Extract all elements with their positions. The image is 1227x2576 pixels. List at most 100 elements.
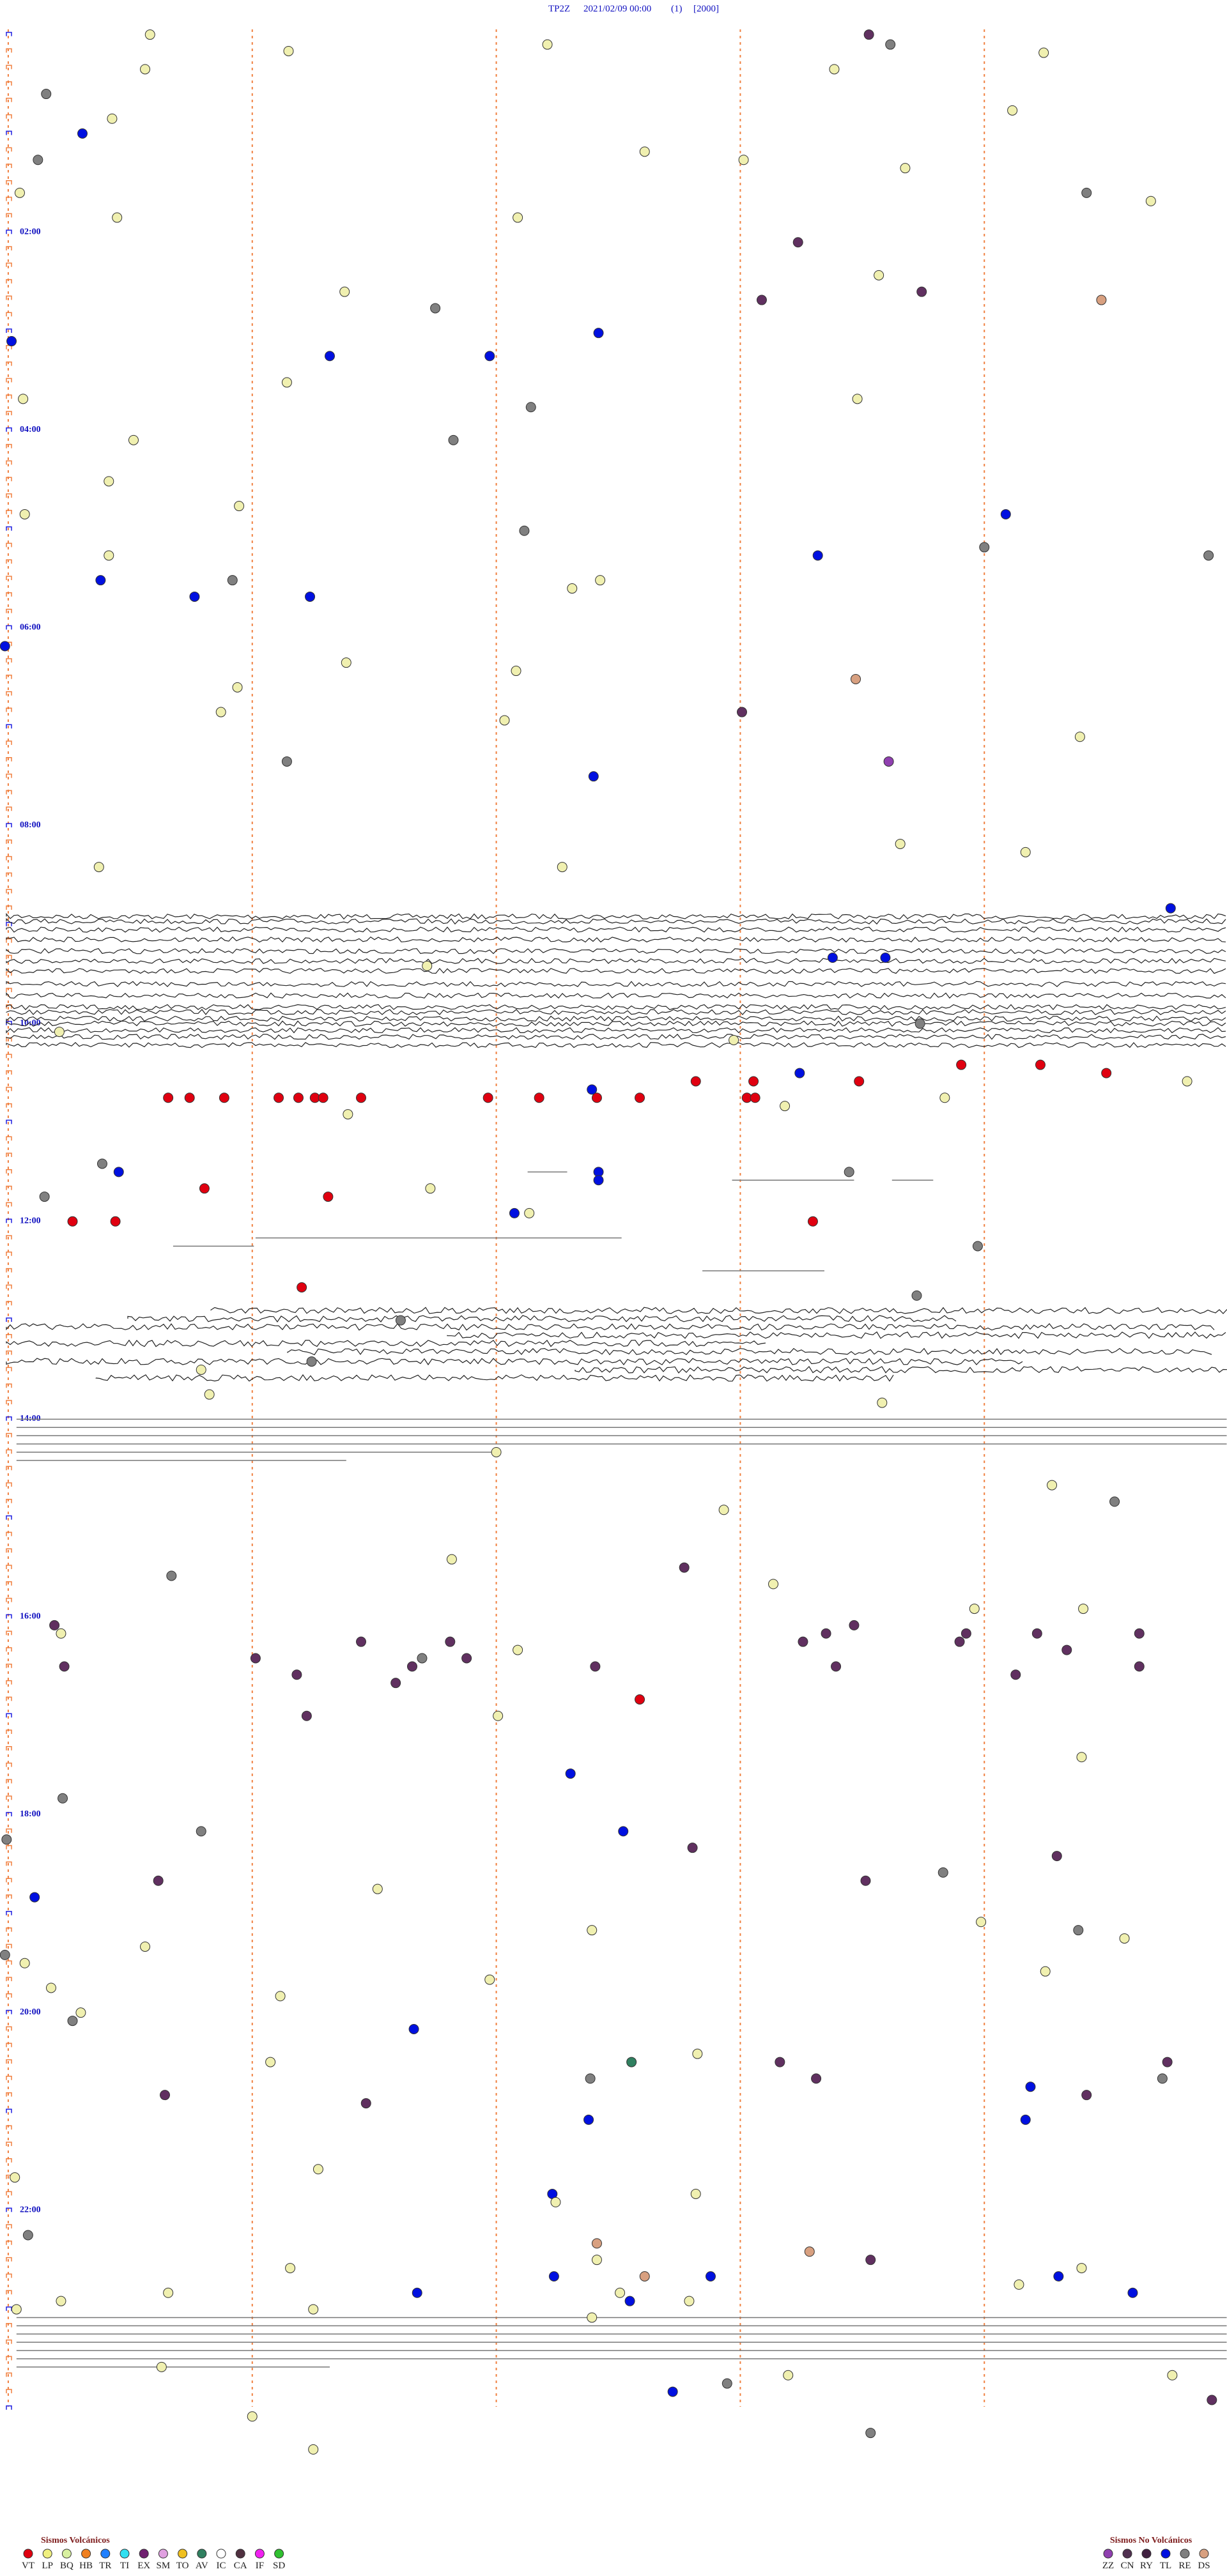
event <box>1025 2082 1036 2092</box>
time-label: 02:00 <box>20 227 41 236</box>
row-marker <box>6 246 12 250</box>
legend-swatch <box>1122 2549 1132 2559</box>
row-marker <box>6 559 12 564</box>
event <box>39 1192 50 1202</box>
trace <box>287 1347 1212 1356</box>
event <box>542 39 553 50</box>
legend-code: RE <box>1178 2561 1191 2571</box>
event <box>247 2411 258 2422</box>
row-marker <box>6 1416 12 1421</box>
event <box>144 29 155 40</box>
row-marker <box>6 1218 12 1223</box>
event <box>1040 1966 1051 1977</box>
event <box>829 64 840 75</box>
event <box>593 328 604 339</box>
event <box>204 1389 215 1400</box>
row-marker <box>6 1746 12 1751</box>
event <box>482 1092 493 1103</box>
event <box>274 1092 284 1103</box>
row-marker <box>6 1136 12 1141</box>
row-marker <box>6 576 12 580</box>
row-marker <box>6 263 12 267</box>
event <box>513 212 523 223</box>
row-marker <box>6 1696 12 1701</box>
row-marker <box>6 1565 12 1569</box>
event <box>77 128 88 139</box>
event <box>550 2196 561 2207</box>
event <box>140 1941 151 1952</box>
trace <box>6 1034 1226 1040</box>
event <box>911 1290 922 1301</box>
row-marker <box>6 1795 12 1800</box>
row-marker <box>6 147 12 152</box>
row-marker <box>6 954 12 960</box>
event <box>783 2370 794 2380</box>
event <box>1051 1851 1062 1862</box>
row-marker <box>6 1614 12 1619</box>
event <box>0 1949 10 1960</box>
event <box>587 1925 598 1936</box>
trace <box>6 1322 1215 1331</box>
scale: [2000] <box>693 4 719 14</box>
event <box>417 1653 428 1664</box>
row-marker <box>6 460 12 465</box>
event <box>166 1570 177 1581</box>
row-marker <box>6 510 12 514</box>
event <box>308 2304 319 2315</box>
event <box>1053 2271 1064 2281</box>
row-marker <box>6 1927 12 1932</box>
legend-title: Sismos No Volcánicos <box>1110 2536 1192 2545</box>
event <box>293 1092 304 1103</box>
row-marker <box>6 411 12 415</box>
legend-swatch <box>1103 2549 1113 2559</box>
event <box>10 2172 20 2183</box>
row-marker <box>6 1664 12 1668</box>
event <box>524 1208 535 1218</box>
event <box>153 1875 164 1886</box>
row-marker <box>6 526 12 531</box>
event <box>199 1183 210 1194</box>
event <box>956 1059 967 1070</box>
row-marker <box>6 1449 12 1454</box>
legend-code: TR <box>99 2561 111 2571</box>
row-marker <box>6 2306 12 2311</box>
legend-code: TO <box>176 2561 189 2571</box>
legend-code: VT <box>22 2561 35 2571</box>
event <box>865 2428 876 2439</box>
event <box>1162 2057 1173 2067</box>
event <box>804 2246 815 2257</box>
event <box>635 1694 645 1705</box>
trace <box>6 926 1226 933</box>
row-marker <box>6 279 12 284</box>
time-label: 16:00 <box>20 1612 41 1621</box>
row-marker <box>6 1597 12 1602</box>
datetime: 2021/02/09 00:00 <box>583 4 651 14</box>
row-marker <box>6 542 12 548</box>
event <box>591 2255 602 2266</box>
trace <box>6 936 1226 943</box>
row-marker <box>6 707 12 712</box>
row-marker <box>6 855 12 861</box>
event <box>58 1793 68 1804</box>
event <box>6 336 17 347</box>
row-marker <box>6 2339 12 2344</box>
event <box>33 155 43 165</box>
event <box>1081 187 1092 198</box>
row-marker <box>6 443 12 448</box>
row-marker <box>6 1466 12 1471</box>
event <box>591 2238 602 2249</box>
row-marker <box>6 427 12 432</box>
row-marker <box>6 2092 12 2097</box>
event <box>301 1710 312 1721</box>
event <box>780 1101 791 1112</box>
row-marker <box>6 1960 12 1965</box>
row-marker <box>6 2372 12 2377</box>
event <box>189 591 200 602</box>
event <box>812 550 823 561</box>
legend-swatch <box>81 2549 91 2559</box>
row-marker <box>6 1252 12 1256</box>
event <box>1014 2279 1024 2290</box>
row-marker <box>6 361 12 366</box>
event <box>513 1644 523 1655</box>
legend-swatch <box>1199 2549 1209 2559</box>
